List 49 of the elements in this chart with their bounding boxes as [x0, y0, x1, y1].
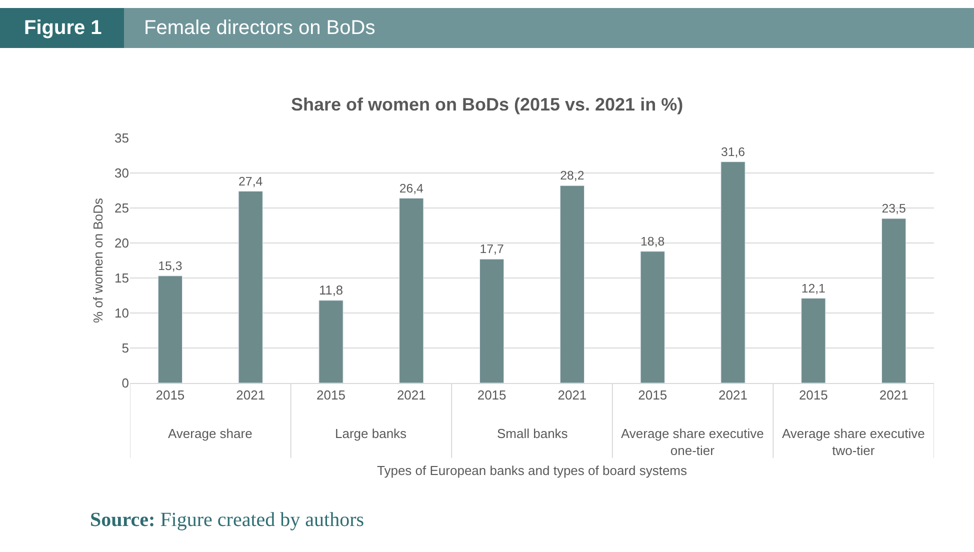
y-tick-label: 5	[122, 340, 129, 356]
data-label: 15,3	[158, 259, 182, 274]
data-label: 18,8	[640, 234, 665, 249]
bar	[479, 258, 504, 383]
data-label: 31,6	[720, 144, 746, 159]
text: Average share executive two-tier	[782, 426, 925, 458]
y-tick-label: 25	[114, 200, 129, 216]
chart-title: Share of women on BoDs (2015 vs. 2021 in %)	[290, 94, 684, 114]
x-tick-label: 2015	[477, 388, 506, 403]
data-label: 11,8	[318, 282, 344, 298]
text: Large banks	[335, 426, 408, 441]
y-tick-label: 30	[114, 166, 129, 181]
y-tick-label: 20	[114, 236, 129, 251]
bar	[640, 251, 665, 383]
data-label: 17,7	[480, 242, 504, 256]
bar	[720, 162, 746, 383]
x-tick-label: 2021	[558, 388, 587, 403]
data-label: 28,2	[560, 168, 584, 183]
bar	[238, 190, 263, 383]
x-tick-label: 2015	[316, 388, 346, 403]
y-tick-label: 15	[114, 270, 129, 286]
bar	[158, 276, 183, 383]
bar	[399, 198, 424, 383]
data-label: 26,4	[399, 181, 424, 196]
source-note: Source: Figure created by authors	[90, 509, 364, 531]
data-label: 27,4	[238, 174, 263, 188]
bar	[881, 218, 906, 383]
bar	[318, 300, 344, 383]
y-tick-label: 10	[114, 306, 129, 321]
x-tick-label: 2015	[798, 388, 828, 403]
text: Average share	[168, 426, 252, 441]
bar	[560, 185, 585, 383]
y-tick-label: 0	[122, 376, 129, 391]
x-tick-label: 2021	[879, 388, 908, 403]
text: Average share executive one-tier	[621, 426, 764, 458]
x-axis-title: Types of European banks and types of board systems	[377, 463, 688, 478]
text: Small banks	[497, 426, 568, 441]
data-label: 23,5	[882, 202, 906, 216]
caption: Figure 1	[24, 17, 102, 39]
x-tick-label: 2021	[236, 388, 266, 403]
x-tick-label: 2021	[718, 388, 748, 403]
x-tick-label: 2021	[396, 388, 426, 403]
data-label: 12,1	[801, 281, 826, 296]
bar	[801, 298, 826, 383]
y-tick-label: 35	[114, 130, 129, 146]
text: Female directors on BoDs	[144, 17, 376, 39]
y-axis-title: % of women on BoDs	[90, 198, 106, 324]
x-tick-label: 2015	[156, 388, 185, 403]
x-tick-label: 2015	[638, 388, 668, 403]
